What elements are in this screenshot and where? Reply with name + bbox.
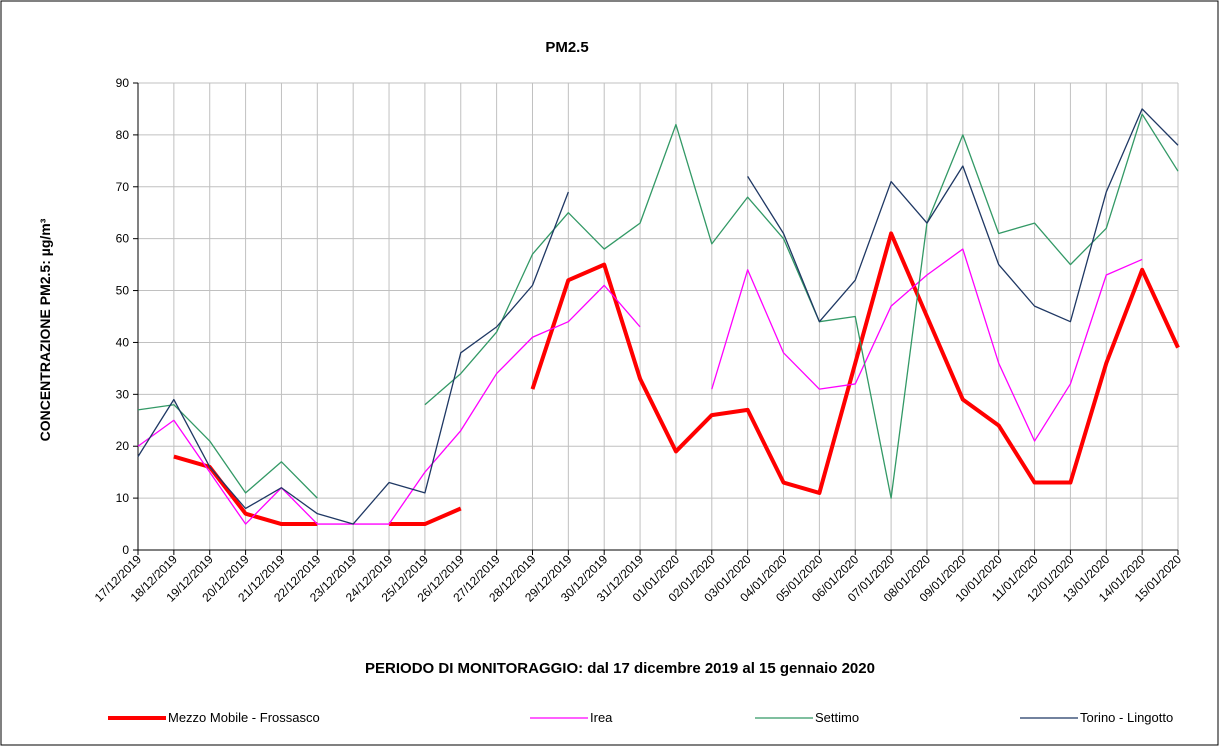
legend-label: Irea [590, 710, 613, 725]
chart-title: PM2.5 [545, 39, 588, 56]
y-tick-label: 60 [116, 232, 130, 246]
series-line [711, 248, 1143, 442]
y-axis-label: CONCENTRAZIONE PM2.5: µg/m³ [37, 218, 53, 441]
series-line [424, 113, 1179, 499]
y-tick-label: 20 [116, 439, 130, 453]
legend-label: Mezzo Mobile - Frossasco [168, 710, 320, 725]
series-line [747, 108, 1179, 323]
series-line [137, 191, 569, 525]
series-line [173, 454, 318, 527]
y-tick-label: 10 [116, 491, 130, 505]
series-line [137, 284, 641, 525]
series-line [389, 506, 462, 527]
y-tick-label: 50 [116, 284, 130, 298]
y-tick-label: 40 [116, 335, 130, 349]
series-line [530, 231, 1180, 495]
series-line [137, 404, 318, 499]
legend-label: Torino - Lingotto [1080, 710, 1173, 725]
legend-label: Settimo [815, 710, 859, 725]
y-tick-label: 70 [116, 180, 130, 194]
x-axis-label: PERIODO DI MONITORAGGIO: dal 17 dicembre… [365, 660, 875, 677]
y-tick-label: 0 [122, 543, 129, 557]
y-tick-label: 30 [116, 387, 130, 401]
y-tick-label: 90 [116, 76, 130, 90]
y-tick-label: 80 [116, 128, 130, 142]
